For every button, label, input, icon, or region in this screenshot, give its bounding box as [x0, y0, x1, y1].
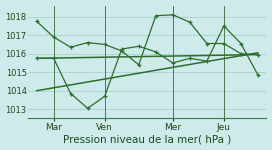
X-axis label: Pression niveau de la mer( hPa ): Pression niveau de la mer( hPa )	[63, 134, 231, 144]
